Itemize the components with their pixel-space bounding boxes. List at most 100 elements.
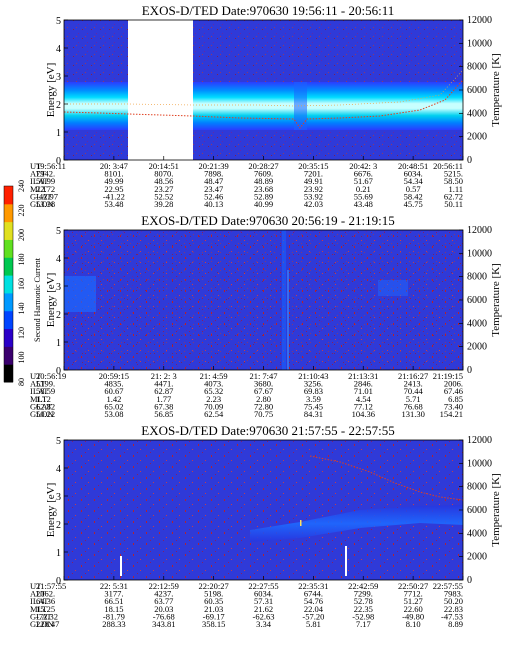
table-cell: 22:42:59	[348, 581, 378, 591]
table-cell: 22.60	[404, 604, 423, 614]
table-cell: 2413.	[404, 379, 423, 389]
panel-1-y2label: Temperature [K]	[490, 53, 502, 126]
table-cell: 6034.	[404, 169, 423, 179]
table-cell: 131.30	[401, 409, 424, 419]
table-cell: 40.99	[254, 199, 273, 209]
colorbar-tick-label: 160	[17, 278, 26, 290]
table-cell: 20:48:51	[398, 161, 428, 171]
table-cell: 23.47	[204, 184, 223, 194]
table-row-label: GLAT	[30, 191, 53, 201]
table-cell: 3.59	[306, 394, 321, 404]
table-cell: 6744.	[304, 589, 323, 599]
table-cell: 6676.	[354, 169, 373, 179]
panel-3-y-axis: 0 1 2 3 4 5	[56, 436, 68, 587]
colorbar-swatch	[4, 346, 13, 365]
table-cell: 19:56:11	[36, 161, 66, 171]
y2-tick-label: 0	[467, 155, 472, 166]
panel-1-temperature-trace-2	[64, 69, 464, 107]
table-cell: 39.28	[154, 199, 173, 209]
table-cell: 8101.	[104, 169, 123, 179]
table-cell: 22:57:55	[433, 581, 463, 591]
y2-tick-label: 4000	[467, 318, 487, 329]
y2-tick-label: 2000	[467, 132, 487, 143]
y2-tick-label: 12000	[467, 435, 492, 446]
colorbar-tick-label: 200	[17, 229, 26, 241]
table-row-label: UT	[30, 371, 42, 381]
panel-2-vertical-streak	[282, 230, 286, 370]
table-cell: -81.79	[103, 611, 125, 621]
table-cell: 22:50:27	[398, 581, 428, 591]
table-cell: -69.17	[203, 611, 225, 621]
table-cell: 21:16:27	[398, 371, 428, 381]
table-cell: 7983.	[444, 589, 463, 599]
table-row-label: GLON	[30, 619, 54, 629]
y-tick-label: 3	[56, 282, 61, 293]
panel-3-spike-2	[345, 546, 347, 576]
panel-2-noise-b	[64, 230, 463, 370]
table-cell: 343.81	[152, 619, 175, 629]
table-cell: 5198.	[204, 589, 223, 599]
table-cell: 48.56	[154, 176, 173, 186]
panel-2-ephemeris-table: UTALTILATMLTGLATGLON20:56:195199.58.591.…	[30, 366, 464, 419]
table-cell: 51.67	[354, 176, 373, 186]
table-cell: 20.03	[154, 604, 173, 614]
panel-3-y2-axis: 0 2000 4000 6000 8000 10000 12000	[459, 435, 492, 586]
colorbar: 80 100 120 140 160 180 200 220 240 Second Harmon…	[3, 180, 42, 386]
table-cell: 7.17	[356, 619, 371, 629]
table-cell: 22: 5:31	[100, 581, 128, 591]
table-cell: 21.62	[254, 604, 273, 614]
y2-tick-label: 8000	[467, 482, 487, 493]
colorbar-swatch	[4, 186, 13, 205]
y-tick-label: 3	[56, 492, 61, 503]
table-cell: 8.10	[406, 619, 421, 629]
table-cell: 84.31	[304, 409, 323, 419]
table-cell: 358.15	[202, 619, 225, 629]
table-cell: -72.32	[36, 611, 58, 621]
table-cell: 22.35	[354, 604, 373, 614]
table-cell: 2062.	[36, 589, 55, 599]
table-cell: 7609.	[254, 169, 273, 179]
y-tick-label: 5	[56, 436, 61, 447]
table-row-label: ALT	[30, 589, 47, 599]
table-cell: 70.75	[254, 409, 273, 419]
y-tick-label: 2	[56, 310, 61, 321]
table-row-label: GLON	[30, 199, 54, 209]
colorbar-tick-label: 220	[17, 205, 26, 217]
table-cell: 21:19:15	[433, 371, 463, 381]
table-cell: 6034.	[254, 589, 273, 599]
table-cell: 288.33	[102, 619, 125, 629]
colorbar-tick-label: 100	[17, 352, 26, 364]
table-cell: 21: 2: 3	[151, 371, 177, 381]
y2-tick-label: 6000	[467, 295, 487, 306]
y2-tick-label: 8000	[467, 272, 487, 283]
table-cell: 21:57:55	[36, 581, 66, 591]
y2-tick-label: 12000	[467, 15, 492, 26]
table-cell: 4073.	[204, 379, 223, 389]
table-row-label: ALT	[30, 379, 47, 389]
y2-tick-label: 12000	[467, 225, 492, 236]
table-cell: 20:28:27	[248, 161, 278, 171]
table-cell: -52.98	[352, 611, 374, 621]
table-cell: 50.22	[36, 409, 55, 419]
table-cell: 50.99	[36, 176, 55, 186]
panel-3-band	[250, 505, 463, 542]
table-cell: 62.72	[444, 191, 463, 201]
table-cell: 50.20	[444, 596, 463, 606]
table-cell: 20:42: 3	[349, 161, 377, 171]
table-cell: 64.36	[36, 596, 55, 606]
table-row-label: ILAT	[30, 386, 49, 396]
y2-tick-label: 0	[467, 575, 472, 586]
y2-tick-label: 10000	[467, 38, 492, 49]
table-cell: 3680.	[254, 379, 273, 389]
table-cell: 3177.	[104, 589, 123, 599]
table-cell: 22.83	[444, 604, 463, 614]
panel-3-spike-3	[300, 520, 302, 526]
y-tick-label: 1	[56, 338, 61, 349]
table-cell: 22:35:31	[298, 581, 328, 591]
table-cell: 20: 3:47	[100, 161, 128, 171]
table-cell: -41.22	[103, 191, 125, 201]
colorbar-swatch	[4, 364, 13, 383]
panel-2-y2-axis: 0 2000 4000 6000 8000 10000 12000	[459, 225, 492, 376]
table-cell: 7712.	[404, 589, 423, 599]
colorbar-swatch	[4, 310, 13, 330]
